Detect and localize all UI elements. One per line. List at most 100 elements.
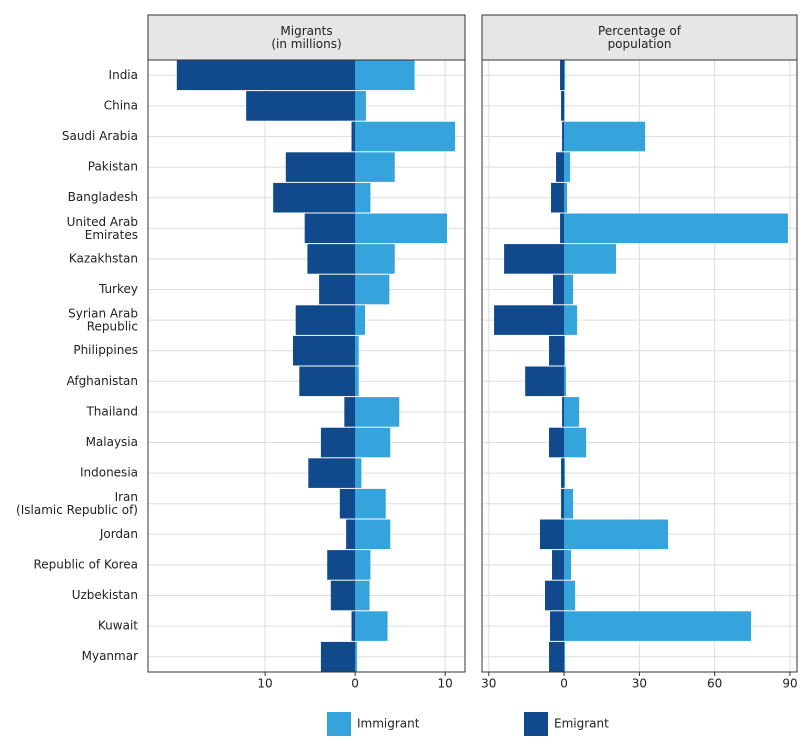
bar	[355, 580, 370, 611]
bar	[564, 458, 566, 488]
panel-border	[147, 59, 466, 673]
bar	[273, 182, 356, 213]
bar	[307, 244, 356, 274]
category-label: China	[104, 98, 138, 112]
bar	[355, 121, 456, 152]
bar	[564, 335, 566, 366]
bar	[355, 213, 447, 244]
bar	[355, 60, 415, 91]
bar	[355, 488, 386, 519]
bar	[549, 427, 565, 458]
category-label: Philippines	[73, 343, 138, 357]
legend-label: Emigrant	[554, 717, 609, 731]
bar	[564, 305, 578, 335]
bar	[327, 550, 356, 580]
bar	[285, 152, 356, 182]
bar	[330, 580, 356, 611]
x-tick-label: 90	[782, 677, 797, 691]
x-tick-label: 30	[481, 677, 496, 691]
bar	[176, 60, 356, 91]
bar	[561, 488, 565, 519]
category-label: India	[109, 68, 138, 82]
bar	[545, 580, 565, 611]
bar	[551, 182, 565, 213]
category-label: Iran (Islamic Republic of)	[16, 490, 138, 517]
category-label: Afghanistan	[67, 374, 138, 388]
bar	[564, 550, 572, 580]
bar	[560, 213, 565, 244]
bar	[564, 427, 587, 458]
category-label: United Arab Emirates	[67, 214, 138, 241]
bar	[355, 335, 359, 366]
bar	[564, 580, 576, 611]
bar	[549, 335, 565, 366]
x-tick-label: 0	[560, 677, 568, 691]
category-label: Thailand	[85, 404, 138, 418]
bar	[355, 458, 362, 488]
bar	[319, 274, 356, 305]
panel-frame	[147, 59, 466, 673]
bar	[355, 641, 357, 672]
bar	[320, 641, 356, 672]
bar	[504, 244, 565, 274]
bar	[355, 274, 390, 305]
bar	[320, 427, 356, 458]
x-tick-label: 30	[632, 677, 647, 691]
category-label: Bangladesh	[68, 190, 138, 204]
bar	[246, 91, 356, 121]
bar	[564, 519, 668, 550]
bar	[355, 519, 391, 550]
panel-border	[481, 59, 798, 673]
category-label: Syrian Arab Republic	[68, 306, 138, 333]
bar	[295, 305, 356, 335]
bar	[355, 91, 366, 121]
x-tick-label: 10	[257, 677, 272, 691]
bar	[564, 397, 580, 427]
category-label: Uzbekistan	[72, 588, 138, 602]
panel-header	[147, 14, 466, 61]
bar	[564, 152, 571, 182]
bar	[561, 458, 565, 488]
bar	[525, 366, 565, 397]
bar	[564, 244, 617, 274]
category-label: Saudi Arabia	[62, 129, 138, 143]
bar	[549, 641, 565, 672]
category-label: Republic of Korea	[33, 557, 138, 571]
bar	[564, 641, 566, 672]
bar	[355, 305, 366, 335]
bar	[564, 611, 752, 641]
panel-header	[481, 14, 798, 61]
bar	[550, 611, 565, 641]
x-tick-label: 0	[351, 677, 359, 691]
x-tick-label: 10	[438, 677, 453, 691]
bar	[355, 397, 400, 427]
bar	[355, 152, 395, 182]
x-tick-label: 60	[707, 677, 722, 691]
bar	[564, 274, 574, 305]
bar	[308, 458, 356, 488]
bar	[564, 121, 646, 152]
bar	[564, 213, 788, 244]
legend-label: Immigrant	[357, 717, 420, 731]
bar	[292, 335, 356, 366]
category-label: Kuwait	[98, 619, 138, 633]
category-label: Kazakhstan	[69, 251, 138, 265]
legend-swatch	[327, 712, 351, 736]
bar	[564, 366, 567, 397]
bar	[355, 182, 371, 213]
bar	[339, 488, 356, 519]
bar	[564, 182, 568, 213]
panel-title: Migrants (in millions)	[271, 24, 341, 51]
bar	[355, 550, 371, 580]
bar	[346, 519, 356, 550]
category-label: Jordan	[99, 527, 138, 541]
bar	[553, 274, 565, 305]
bar	[299, 366, 356, 397]
category-label: Malaysia	[86, 435, 138, 449]
bar	[560, 60, 565, 91]
bar	[351, 121, 356, 152]
bar	[304, 213, 356, 244]
bar	[561, 91, 565, 121]
bar	[539, 519, 565, 550]
